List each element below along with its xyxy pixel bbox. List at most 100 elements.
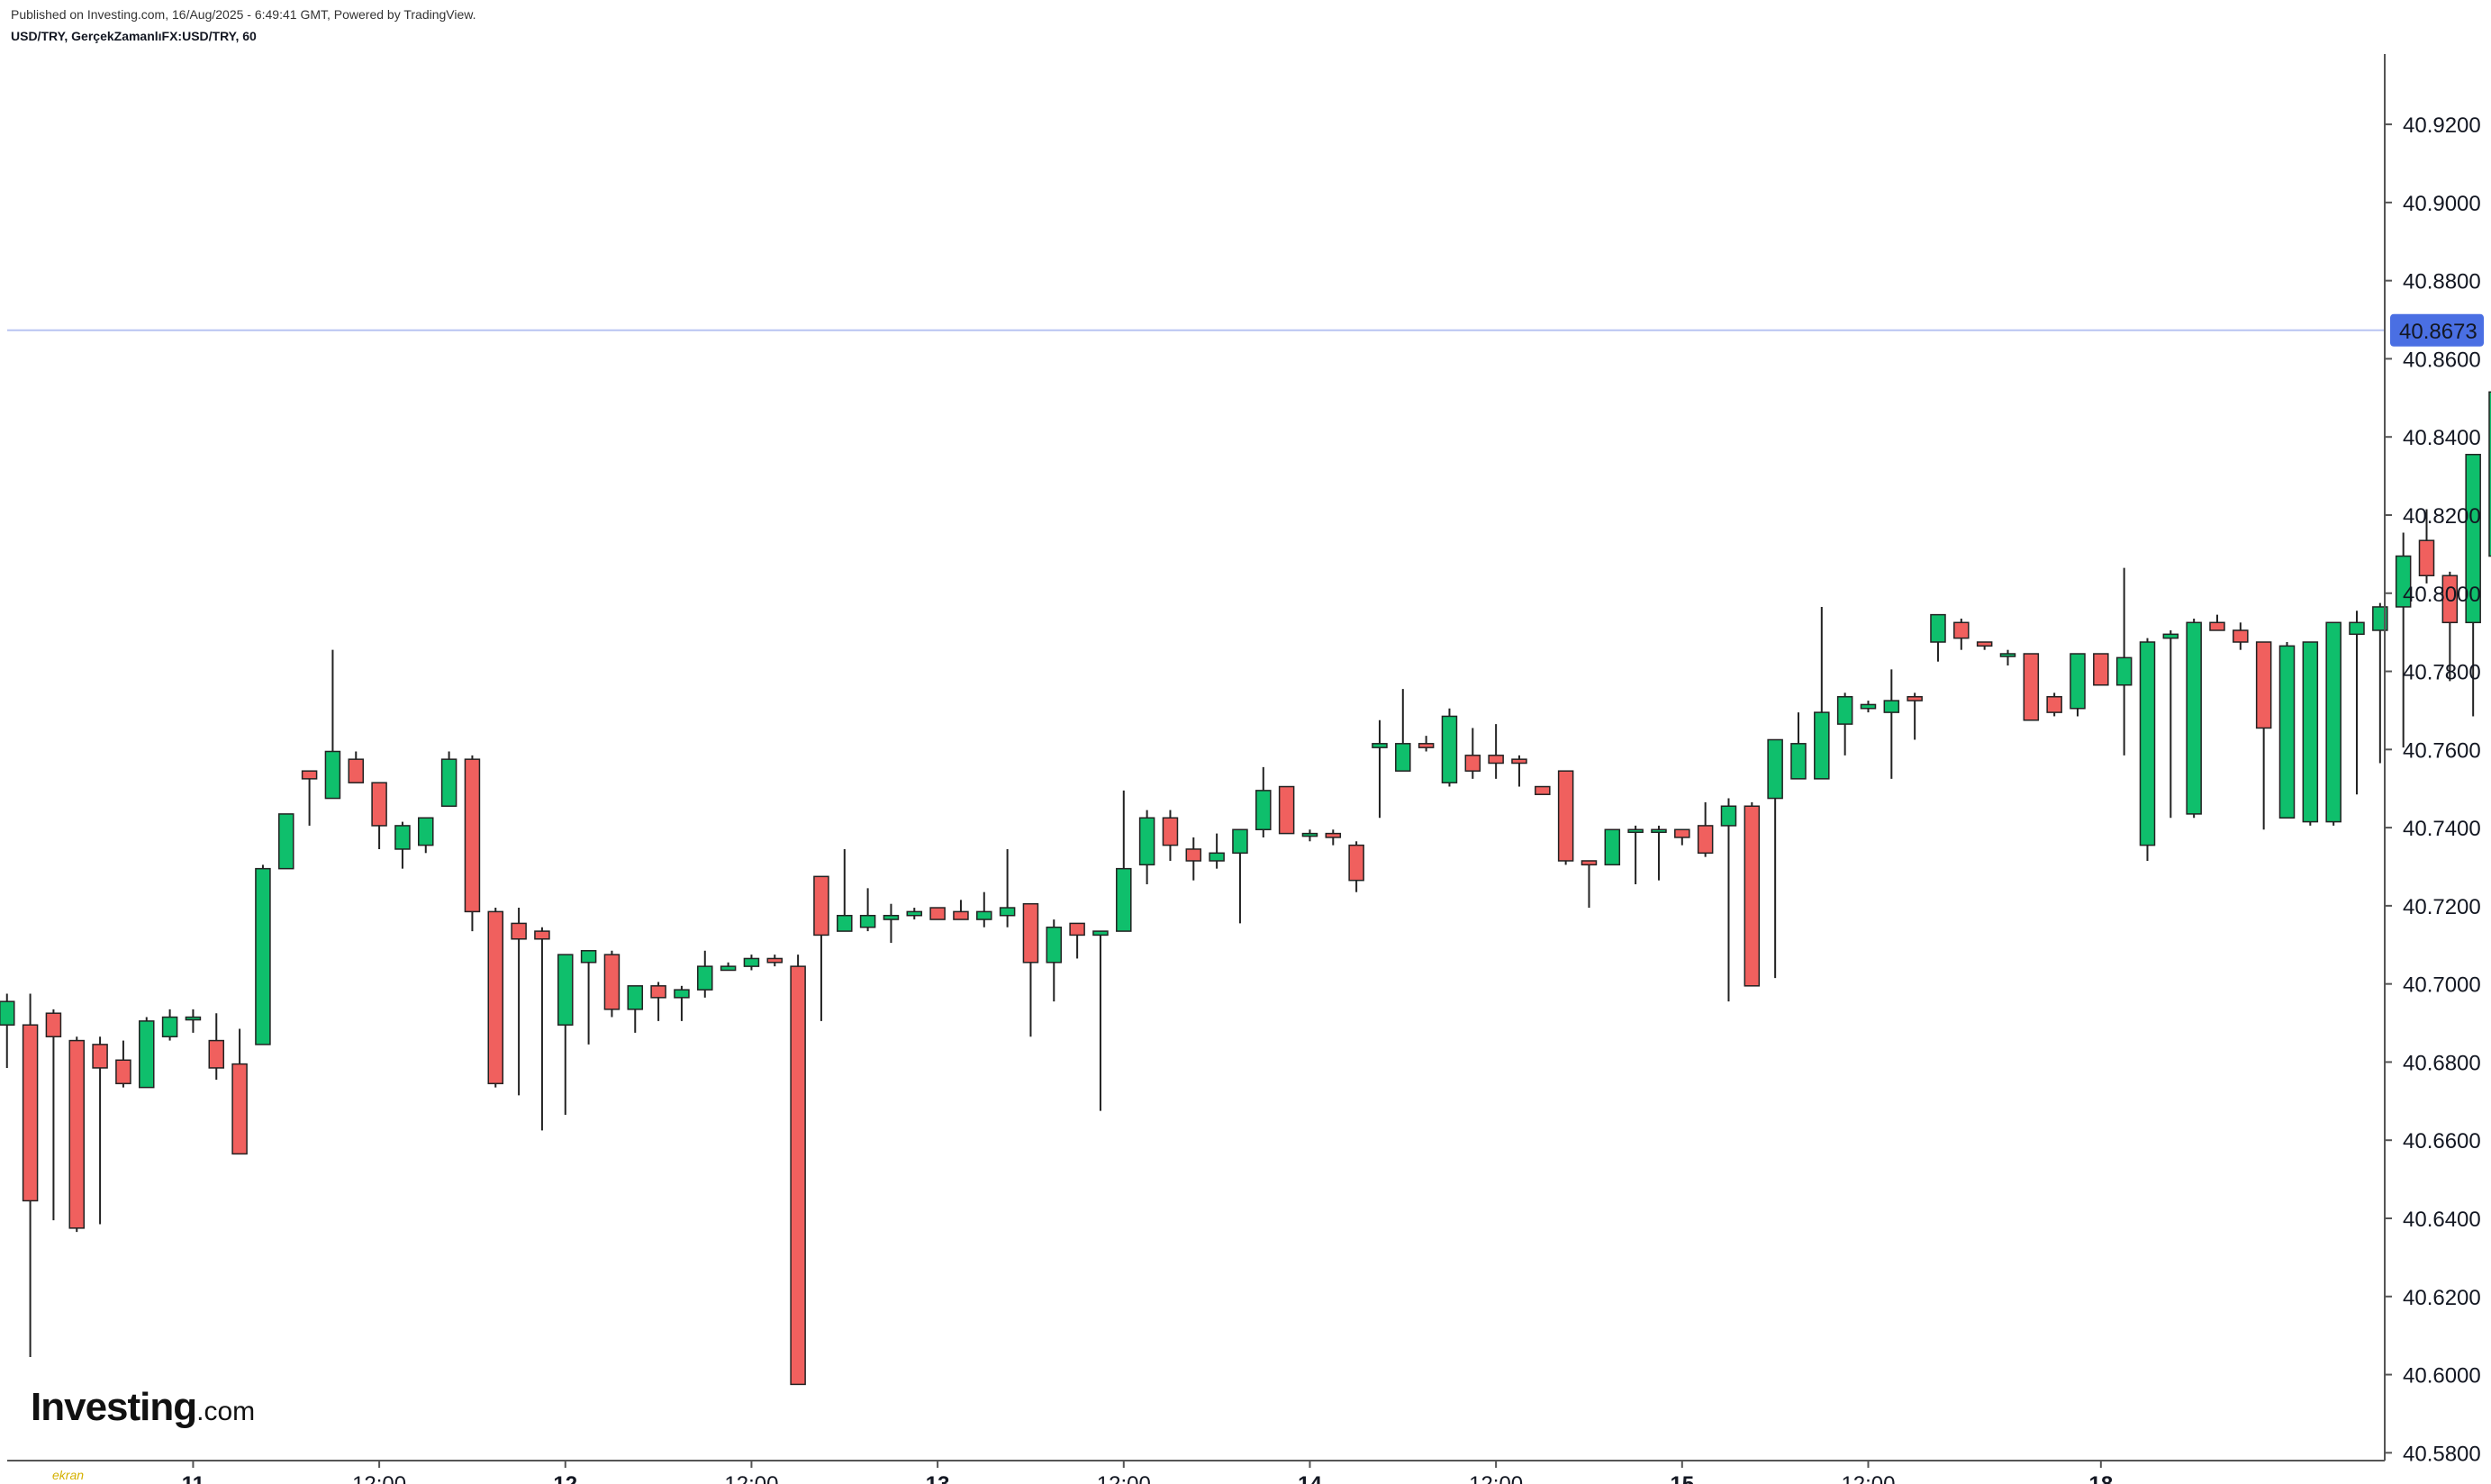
candle-body — [580, 950, 597, 964]
candle-body — [837, 914, 853, 932]
candle — [2395, 532, 2412, 748]
candle — [2302, 641, 2319, 826]
candle-body — [511, 922, 527, 940]
candle — [1022, 902, 1039, 1037]
candle — [1464, 728, 1481, 779]
candle-body — [301, 770, 318, 780]
candle-body — [161, 1016, 178, 1037]
candle-body — [231, 1063, 248, 1155]
candle — [2441, 571, 2459, 682]
candle — [1674, 828, 1690, 846]
time-axis: 11 12:00 12 12:00 13 12:00 14 12:00 15 12:00 18 — [182, 1461, 2113, 1484]
candle — [464, 755, 481, 932]
candle-body — [1883, 700, 1900, 713]
candle-body — [1046, 926, 1063, 964]
candle — [1999, 649, 2016, 666]
candle — [837, 848, 853, 932]
candle-body — [2046, 695, 2062, 713]
candle-body — [1278, 785, 1295, 835]
candles-layer — [0, 391, 2491, 1386]
candle-body — [999, 907, 1016, 917]
candle-body — [22, 1024, 39, 1202]
candle-body — [1069, 922, 1085, 937]
candle — [650, 982, 666, 1021]
candle — [1138, 810, 1155, 885]
price-tick-label: 40.8200 — [2403, 504, 2481, 529]
candle-body — [603, 954, 620, 1010]
candle-body — [1535, 785, 1551, 795]
candle-body — [2115, 656, 2133, 686]
candle — [813, 875, 829, 1021]
candle — [1116, 790, 1132, 932]
candle — [1301, 829, 1318, 842]
candle — [231, 1028, 248, 1155]
candle — [883, 903, 900, 944]
time-tick-label: 15 — [1670, 1472, 1694, 1484]
candle-body — [2139, 641, 2156, 846]
candle — [674, 985, 690, 1021]
candle — [1046, 919, 1063, 1002]
candle — [1511, 755, 1527, 787]
candle — [2465, 453, 2481, 717]
logo-main: Investing — [31, 1385, 197, 1429]
price-tick-label: 40.6800 — [2403, 1051, 2481, 1075]
price-tick-label: 40.9200 — [2403, 113, 2481, 138]
candle — [1535, 785, 1551, 795]
time-tick-label: 13 — [926, 1472, 950, 1484]
candle — [1488, 724, 1504, 779]
candle — [2255, 641, 2272, 830]
last-price-badge: 40.8673 — [2390, 313, 2484, 347]
time-tick-label: 12:00 — [352, 1472, 406, 1484]
candle-body — [720, 965, 737, 972]
candle-body — [1209, 852, 1225, 862]
candle-body — [2488, 391, 2491, 557]
candle — [999, 848, 1016, 928]
candle — [1278, 785, 1295, 835]
candle-body — [2209, 621, 2225, 631]
candle-body — [1627, 828, 1644, 834]
candle — [1255, 766, 1272, 837]
candle — [534, 927, 550, 1131]
price-tick-label: 40.7000 — [2403, 973, 2481, 998]
price-tick-label: 40.7800 — [2403, 661, 2481, 685]
candle-body — [1092, 930, 1109, 937]
candle-body — [487, 910, 504, 1085]
candle — [138, 1017, 155, 1089]
candle-body — [743, 957, 760, 967]
candle — [511, 908, 527, 1096]
candle — [487, 908, 504, 1088]
candle — [1836, 692, 1853, 756]
candle-body — [2465, 453, 2481, 624]
candle-body — [1255, 790, 1272, 831]
candle-body — [1138, 817, 1155, 866]
candle — [790, 955, 806, 1386]
candle-body — [2441, 575, 2459, 624]
price-tick-label: 40.7400 — [2403, 817, 2481, 841]
candle — [92, 1036, 108, 1225]
watermark: ekran — [52, 1468, 85, 1482]
candle-body — [929, 907, 946, 920]
candle — [418, 817, 434, 854]
time-tick-label: 12:00 — [724, 1472, 778, 1484]
candle — [1953, 618, 1970, 650]
candle — [1162, 810, 1179, 861]
candle-body — [115, 1059, 131, 1085]
candle — [1441, 708, 1458, 787]
candle — [1976, 641, 1993, 650]
candle — [1069, 922, 1085, 959]
candle-body — [1418, 743, 1435, 748]
price-tick-label: 40.7200 — [2403, 895, 2481, 919]
candle-body — [697, 965, 713, 991]
candle-body — [348, 758, 365, 783]
price-tick-label: 40.6600 — [2403, 1129, 2481, 1154]
candle — [0, 993, 15, 1068]
candle — [976, 891, 992, 928]
candle-body — [2093, 653, 2109, 686]
candle — [2418, 509, 2435, 584]
candle — [1814, 606, 1830, 780]
investing-logo: Investing.com — [31, 1385, 255, 1430]
candle — [2278, 642, 2296, 819]
last-price-value: 40.8673 — [2399, 320, 2477, 344]
candle-body — [138, 1020, 155, 1089]
